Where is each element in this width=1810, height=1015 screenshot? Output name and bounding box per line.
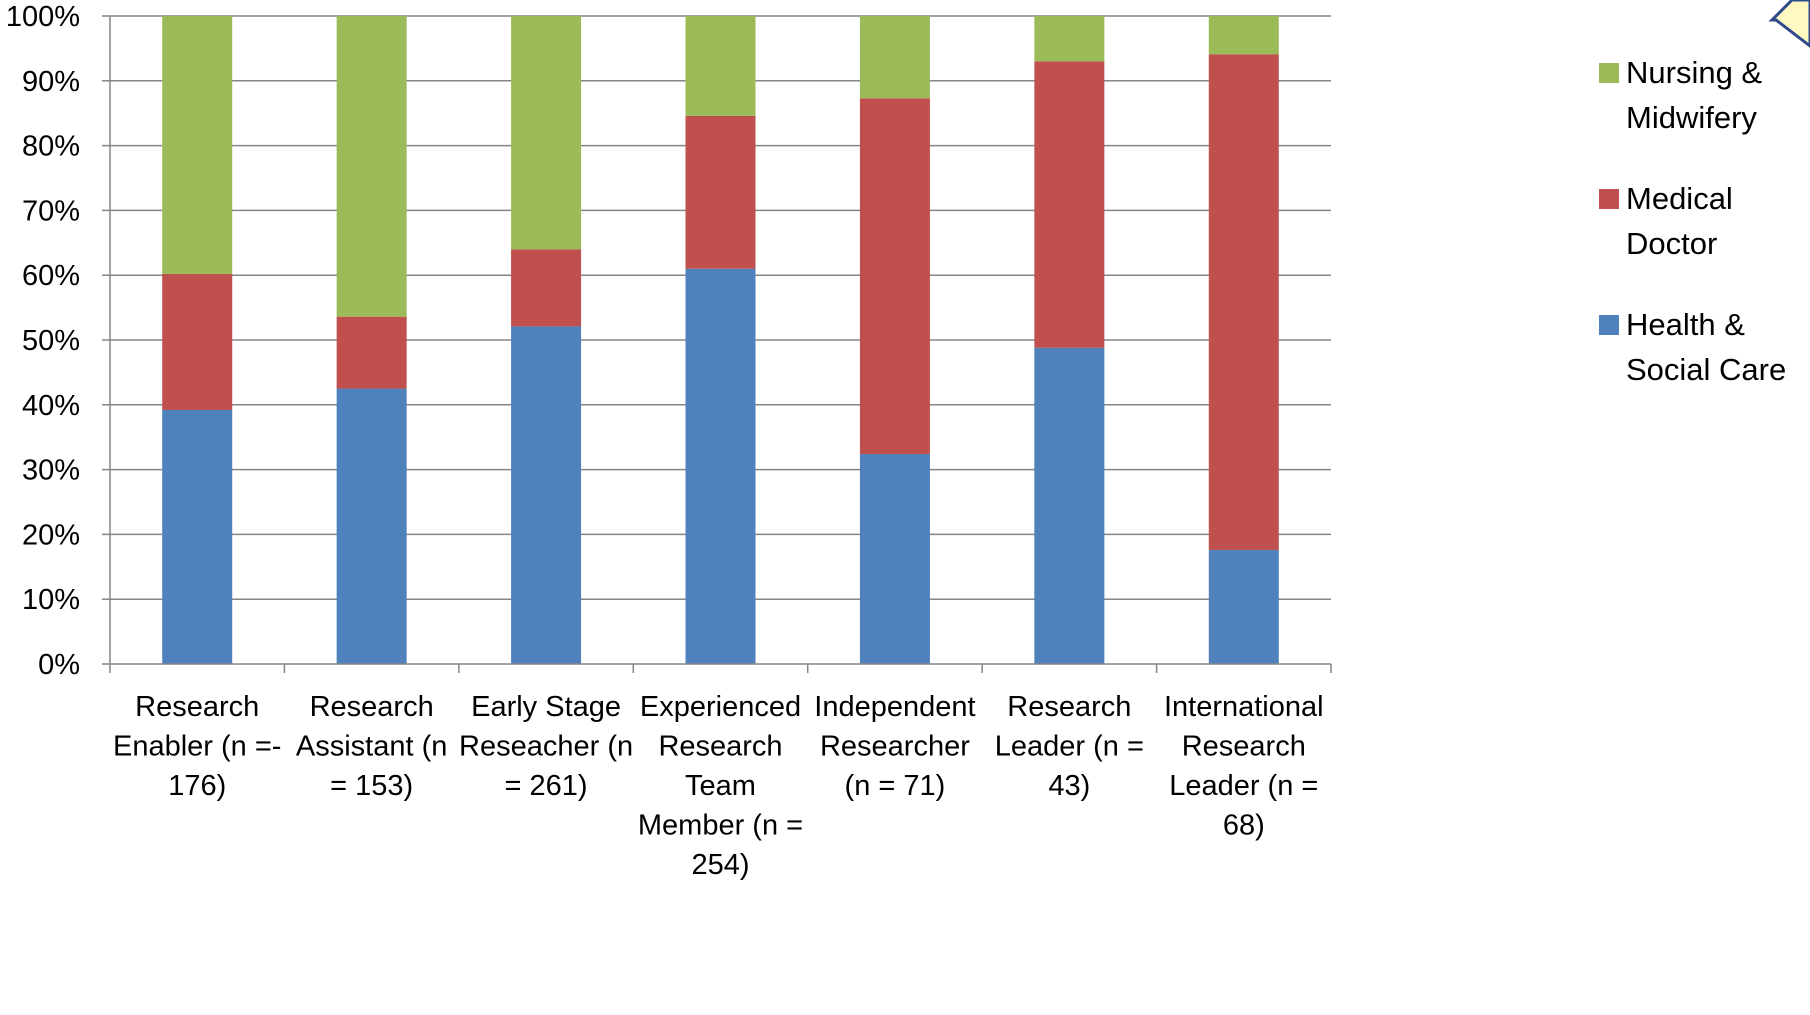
- bar-segment-medical-doctor: [162, 273, 233, 410]
- x-tick-label: Research Enabler (n =- 176): [113, 691, 281, 802]
- x-tick-label-line: 68): [1223, 810, 1265, 842]
- y-tick-label: 100%: [6, 1, 80, 33]
- x-tick-label-line: Research: [1182, 731, 1306, 763]
- y-tick-label: 70%: [22, 195, 80, 227]
- y-tick-label: 30%: [22, 455, 80, 487]
- x-tick-label: Research Assistant (n = 153): [296, 691, 448, 802]
- x-tick-label: Research Leader (n = 43): [995, 691, 1144, 802]
- legend-label-line: Medical: [1626, 181, 1733, 216]
- bar-segment-medical-doctor: [511, 249, 582, 327]
- x-tick-label-line: Leader (n =: [1169, 770, 1318, 802]
- x-tick-label: Early Stage Reseacher (n = 261): [459, 691, 633, 802]
- x-tick-label-line: 254): [691, 849, 749, 881]
- x-tick-label-line: Team: [685, 770, 756, 802]
- legend-label-line: Health &: [1626, 307, 1745, 342]
- bar-segment-health-social-care: [336, 388, 407, 664]
- y-tick-label: 90%: [22, 66, 80, 98]
- legend-label-line: Midwifery: [1626, 100, 1757, 135]
- x-tick-label-line: Research: [135, 691, 259, 723]
- y-tick-label: 10%: [22, 584, 80, 616]
- bar-segment-health-social-care: [1208, 549, 1279, 664]
- y-tick-label: 20%: [22, 519, 80, 551]
- y-tick-label: 0%: [38, 649, 80, 681]
- bar-segment-medical-doctor: [1208, 54, 1279, 550]
- lightning-bolt-icon: [1768, 0, 1810, 48]
- y-tick-label: 80%: [22, 131, 80, 163]
- x-tick-label-line: Leader (n =: [995, 731, 1144, 763]
- bar-segment-medical-doctor: [685, 115, 756, 269]
- x-tick-label-line: Research: [658, 731, 782, 763]
- x-tick-label-line: 43): [1048, 770, 1090, 802]
- legend-label-line: Social Care: [1626, 352, 1787, 387]
- legend-item-nursing-midwifery: Nursing & Midwifery: [1596, 50, 1806, 140]
- legend-label-line: Nursing &: [1626, 55, 1763, 90]
- bar-segment-nursing-midwifery: [162, 16, 233, 274]
- bar-segment-health-social-care: [1034, 347, 1105, 664]
- x-tick-label-line: 176): [168, 770, 226, 802]
- bar-segment-health-social-care: [162, 409, 233, 664]
- bar-segment-nursing-midwifery: [1208, 16, 1279, 55]
- legend-item-medical-doctor: Medical Doctor: [1596, 176, 1806, 266]
- x-tick-label-line: Assistant (n: [296, 731, 448, 763]
- legend-swatch-nursing-midwifery: [1599, 63, 1619, 83]
- legend-swatch-health-social-care: [1599, 315, 1619, 335]
- x-tick-label-line: Research: [310, 691, 434, 723]
- bar-segment-nursing-midwifery: [859, 16, 930, 99]
- bar-segment-medical-doctor: [859, 98, 930, 455]
- x-tick-label: International Research Leader (n = 68): [1164, 691, 1324, 842]
- x-tick-label-line: International: [1164, 691, 1324, 723]
- x-tick-label-line: Experienced: [640, 691, 801, 723]
- bar-segment-health-social-care: [511, 326, 582, 664]
- legend-label-line: Doctor: [1626, 226, 1718, 261]
- x-tick-label-line: Early Stage: [471, 691, 621, 723]
- x-tick-label-line: Member (n =: [638, 810, 803, 842]
- x-tick-label-line: Reseacher (n: [459, 731, 633, 763]
- x-tick-label-line: Enabler (n =-: [113, 731, 281, 763]
- bar-segment-health-social-care: [685, 268, 756, 664]
- legend-item-health-social-care: Health & Social Care: [1596, 302, 1806, 392]
- bar-segment-nursing-midwifery: [336, 16, 407, 317]
- y-tick-label: 60%: [22, 260, 80, 292]
- y-tick-label: 50%: [22, 325, 80, 357]
- x-tick-label-line: = 261): [505, 770, 588, 802]
- x-tick-label-line: Research: [1007, 691, 1131, 723]
- bar-segment-medical-doctor: [1034, 61, 1105, 348]
- bar-segment-health-social-care: [859, 454, 930, 664]
- chart-legend: Nursing & Midwifery Medical Doctor Healt…: [1596, 50, 1806, 428]
- x-tick-label-line: (n = 71): [845, 770, 946, 802]
- bar-segment-nursing-midwifery: [1034, 16, 1105, 62]
- bar-segment-nursing-midwifery: [685, 16, 756, 116]
- x-tick-label-line: = 153): [330, 770, 413, 802]
- x-tick-label-line: Independent: [814, 691, 975, 723]
- bar-segment-medical-doctor: [336, 316, 407, 389]
- bar-segment-nursing-midwifery: [511, 16, 582, 250]
- y-tick-label: 40%: [22, 390, 80, 422]
- x-tick-label: Independent Researcher (n = 71): [814, 691, 975, 802]
- legend-swatch-medical-doctor: [1599, 189, 1619, 209]
- x-tick-label-line: Researcher: [820, 731, 970, 763]
- x-tick-label: Experienced Research Team Member (n = 254): [638, 691, 803, 881]
